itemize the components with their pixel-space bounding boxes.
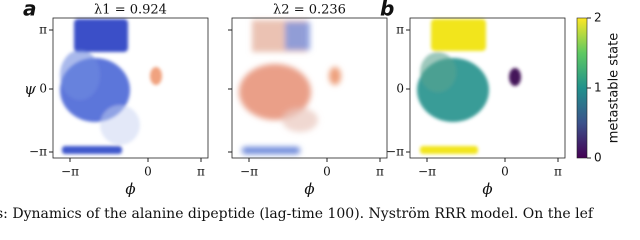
- x-tick-label: −π: [418, 165, 436, 179]
- panel-title: λ1 = 0.924: [94, 3, 167, 18]
- caption: s: Dynamics of the alanine dipeptide (la…: [0, 206, 595, 222]
- y-tick-label: π: [396, 23, 404, 37]
- plot-frame: [52, 17, 209, 159]
- colorbar: [576, 17, 588, 159]
- x-axis-label: ϕ: [304, 180, 314, 198]
- plot-frame: [409, 17, 566, 159]
- colorbar-tick-label: 2: [594, 11, 602, 25]
- y-tick-label: −π: [386, 145, 404, 159]
- x-tick-label: −π: [61, 165, 79, 179]
- colorbar-label: metastable state: [607, 33, 622, 144]
- panel-label: b: [380, 0, 394, 21]
- density-cloud: [239, 20, 341, 154]
- y-tick-label: 0: [396, 82, 404, 96]
- colorbar-tick-label: 1: [594, 81, 602, 95]
- x-tick-label: π: [197, 165, 205, 179]
- x-axis-label: ϕ: [125, 180, 135, 198]
- density-cloud: [417, 19, 521, 154]
- y-tick-label: 0: [39, 82, 47, 96]
- x-tick-label: −π: [240, 165, 258, 179]
- x-tick-label: 0: [323, 165, 331, 179]
- y-tick-label: π: [39, 23, 47, 37]
- x-tick-label: 0: [501, 165, 509, 179]
- plot-frame: [231, 17, 388, 159]
- x-tick-label: π: [376, 165, 384, 179]
- x-tick-label: 0: [144, 165, 152, 179]
- panel-title: λ2 = 0.236: [273, 3, 346, 18]
- x-axis-label: ϕ: [482, 180, 492, 198]
- panel-label: a: [23, 0, 37, 21]
- colorbar-tick-label: 0: [594, 151, 602, 165]
- density-cloud: [60, 19, 162, 154]
- y-axis-label: ψ: [24, 80, 36, 98]
- x-tick-label: π: [554, 165, 562, 179]
- y-tick-label: −π: [29, 145, 47, 159]
- figure: λ1 = 0.924 a −π 0 π π 0 −π ϕ ψ λ2 = 0.236 −π 0 π ϕ b −π 0…: [0, 0, 622, 222]
